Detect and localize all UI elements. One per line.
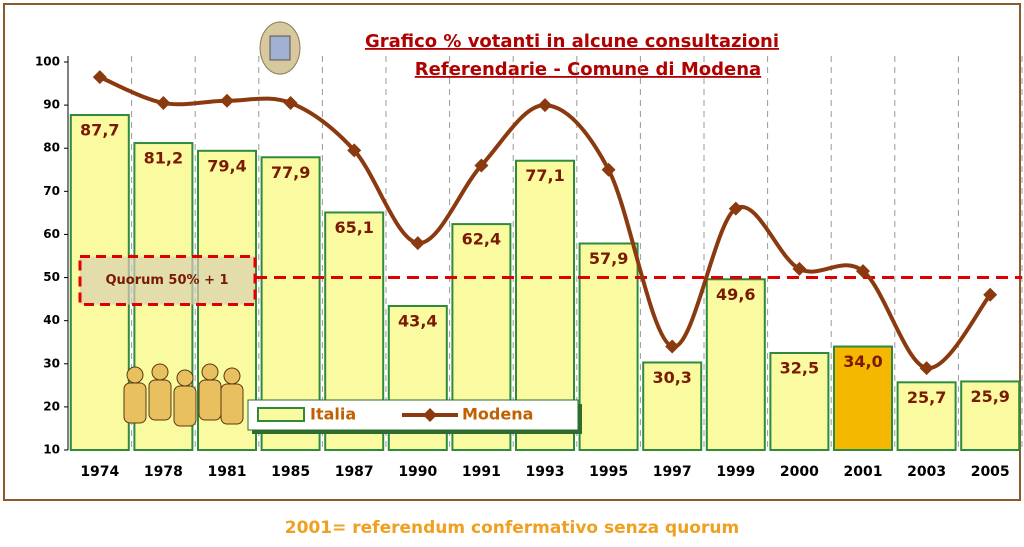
legend-label: Italia	[310, 405, 356, 424]
quorum-label: Quorum 50% + 1	[105, 273, 228, 288]
line-marker	[728, 201, 743, 216]
person-body	[198, 379, 222, 421]
y-tick-label: 20	[43, 399, 60, 413]
line-marker	[220, 93, 234, 108]
value-label: 43,4	[398, 312, 437, 331]
value-label: 79,4	[207, 156, 246, 175]
person-body	[173, 385, 197, 427]
x-tick-label: 1981	[208, 464, 247, 480]
line-marker	[538, 98, 552, 113]
y-tick-label: 80	[43, 141, 60, 155]
x-tick-label: 1999	[716, 464, 755, 480]
line-marker	[283, 95, 298, 110]
person-head	[126, 366, 144, 384]
person-head	[223, 367, 241, 385]
line-marker	[156, 95, 171, 110]
y-tick-label: 70	[43, 184, 60, 198]
y-tick-label: 10	[43, 443, 60, 457]
line-marker	[856, 264, 870, 279]
x-tick-label: 1997	[653, 464, 692, 480]
quorum-box	[78, 255, 257, 307]
value-label: 77,1	[525, 166, 564, 185]
chart-title: Grafico % votanti in alcune consultazion…	[365, 31, 779, 52]
bar	[642, 361, 703, 451]
person-body	[148, 379, 172, 421]
value-label: 81,2	[144, 149, 183, 168]
y-tick-label: 40	[43, 313, 60, 327]
line-marker	[792, 261, 807, 276]
y-tick-label: 50	[43, 270, 60, 284]
legend-marker	[423, 408, 437, 422]
legend-swatch	[257, 407, 305, 422]
x-tick-label: 1974	[80, 464, 119, 480]
x-tick-label: 2000	[780, 464, 819, 480]
value-label: 25,9	[970, 387, 1009, 406]
x-tick-label: 1978	[144, 464, 183, 480]
person-body	[220, 383, 244, 425]
person-body	[123, 382, 147, 424]
value-label: 25,7	[907, 388, 946, 407]
value-label: 30,3	[652, 368, 691, 387]
line	[99, 75, 992, 371]
value-label: 34,0	[843, 352, 882, 371]
bar	[896, 381, 957, 451]
line-marker	[601, 162, 616, 177]
bar	[833, 345, 893, 451]
line-marker	[983, 287, 998, 302]
y-tick-label: 90	[43, 98, 60, 112]
bar	[960, 380, 1021, 452]
line-marker	[92, 70, 107, 85]
x-tick-label: 1987	[335, 464, 374, 480]
emblem	[259, 21, 301, 75]
people-icon	[123, 363, 244, 427]
line-marker	[347, 143, 362, 158]
value-label: 57,9	[589, 249, 628, 268]
value-label: 49,6	[716, 285, 755, 304]
x-tick-label: 2003	[907, 464, 946, 480]
bar	[769, 352, 830, 451]
chart-subtitle: Referendarie - Comune di Modena	[415, 59, 761, 80]
bar	[705, 278, 766, 451]
x-tick-label: 2005	[971, 464, 1010, 480]
footnote: 2001= referendum confermativo senza quor…	[285, 518, 739, 538]
line-marker	[474, 158, 489, 173]
person-head	[176, 369, 194, 387]
bar	[578, 242, 639, 451]
value-label: 32,5	[780, 359, 819, 378]
x-tick-label: 1991	[462, 464, 501, 480]
value-label: 87,7	[80, 121, 119, 140]
line-marker	[665, 339, 680, 354]
y-tick-label: 60	[43, 227, 60, 241]
x-tick-label: 2001	[844, 464, 883, 480]
x-tick-label: 1990	[398, 464, 437, 480]
value-label: 77,9	[271, 163, 310, 182]
x-tick-label: 1993	[526, 464, 565, 480]
x-tick-label: 1985	[271, 464, 310, 480]
x-tick-label: 1995	[589, 464, 628, 480]
person-head	[151, 363, 169, 381]
y-tick-label: 30	[43, 356, 60, 370]
legend-label: Modena	[462, 405, 533, 424]
value-label: 65,1	[334, 218, 373, 237]
y-tick-label: 100	[35, 55, 60, 69]
value-label: 62,4	[462, 230, 501, 249]
person-head	[201, 363, 219, 381]
line-marker	[410, 236, 425, 251]
line-marker	[919, 361, 934, 376]
